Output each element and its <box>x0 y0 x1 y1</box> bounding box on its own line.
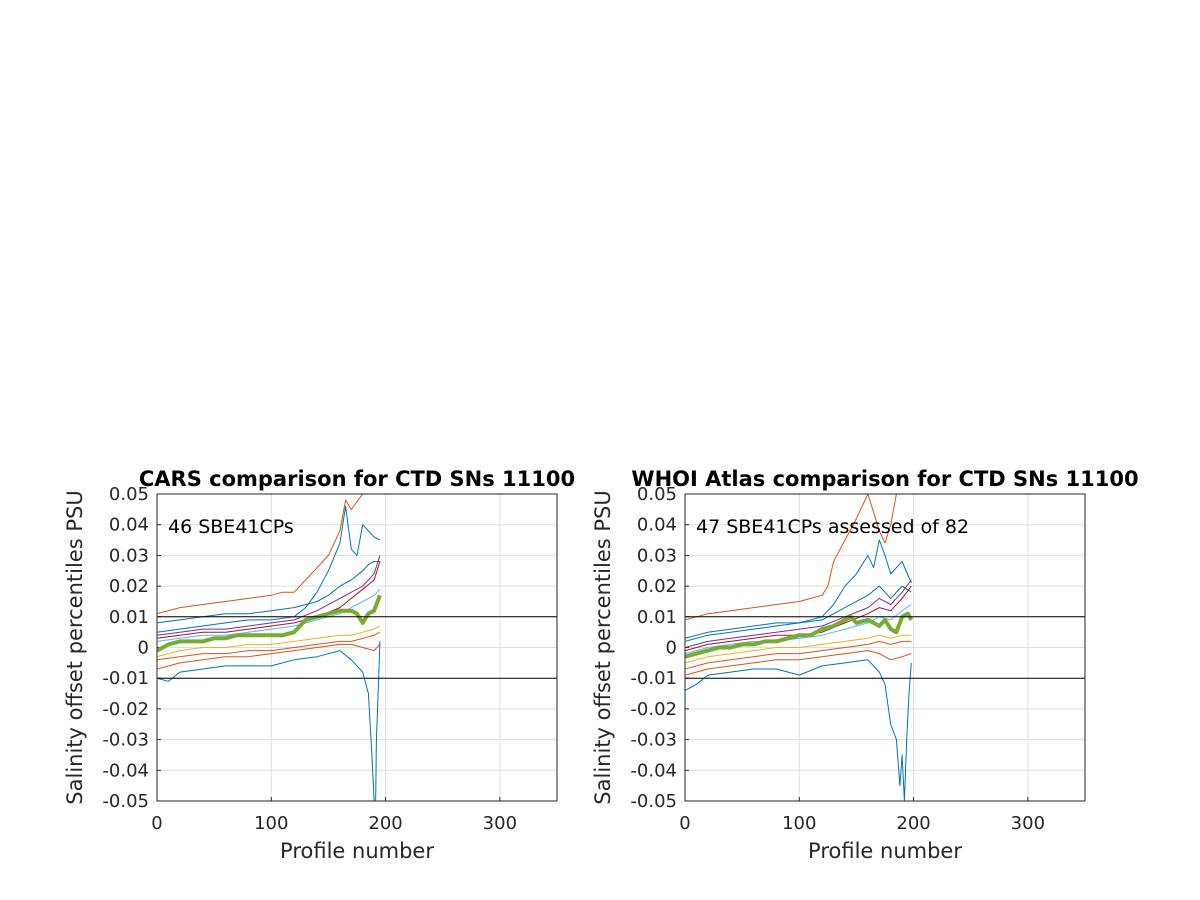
chart-whoi-atlas-comparison: 0 100 200 300 0.05 0.04 0.03 0.02 0.01 0 -0.01 -0.0… <box>591 467 1139 863</box>
series-line <box>157 505 381 633</box>
series-line <box>157 494 364 615</box>
y-tick-label: 0.03 <box>637 545 677 566</box>
x-tick-label: 300 <box>1011 813 1045 834</box>
y-tick-label: 0.02 <box>109 576 149 597</box>
y-tick-label: -0.05 <box>630 791 677 812</box>
series-line <box>685 634 912 664</box>
series-line <box>685 585 912 642</box>
axes-box <box>684 493 1086 802</box>
series-line <box>157 555 381 636</box>
chart-title: WHOI Atlas comparison for CTD SNs 11100 <box>631 467 1138 491</box>
x-axis-label: Profile number <box>280 839 434 863</box>
series-line <box>157 625 381 658</box>
y-tick-label: -0.01 <box>630 668 677 689</box>
y-tick-label: -0.01 <box>102 668 149 689</box>
series-line <box>685 611 914 659</box>
y-tick-label: -0.05 <box>102 791 149 812</box>
x-tick-label: 0 <box>679 813 690 834</box>
series-line <box>157 588 381 642</box>
y-tick-label: -0.03 <box>102 730 149 751</box>
y-tick-label: -0.03 <box>630 730 677 751</box>
y-tick-label: -0.02 <box>102 699 149 720</box>
series-line <box>685 604 912 655</box>
axes-box <box>156 493 558 802</box>
annotation-text: 46 SBE41CPs <box>168 516 294 538</box>
series-line <box>157 561 380 624</box>
y-tick-label: 0.01 <box>637 607 677 628</box>
y-tick-label: 0.02 <box>637 576 677 597</box>
x-axis-label: Profile number <box>808 839 962 863</box>
annotation-text: 47 SBE41CPs assessed of 82 <box>696 516 969 538</box>
x-tick-label: 200 <box>896 813 930 834</box>
series-line <box>157 631 381 661</box>
series-line <box>157 641 381 801</box>
series-line <box>685 585 912 652</box>
y-tick-label: 0 <box>666 638 677 659</box>
y-axis-label: Salinity offset percentiles PSU <box>591 490 615 804</box>
series-line <box>157 594 382 653</box>
series-line <box>685 640 912 670</box>
y-tick-label: 0.04 <box>109 515 149 536</box>
x-tick-label: 300 <box>483 813 517 834</box>
y-tick-label: -0.02 <box>630 699 677 720</box>
y-tick-label: 0.05 <box>109 484 149 505</box>
y-tick-label: 0.03 <box>109 545 149 566</box>
series-line <box>157 643 381 670</box>
y-axis-label: Salinity offset percentiles PSU <box>63 490 87 804</box>
series-line <box>685 579 912 648</box>
series-line <box>685 659 912 801</box>
series-group <box>685 494 914 801</box>
x-tick-label: 200 <box>368 813 402 834</box>
x-tick-label: 100 <box>782 813 816 834</box>
y-tick-label: 0.01 <box>109 607 149 628</box>
x-tick-label: 100 <box>254 813 288 834</box>
x-tick-label: 0 <box>151 813 162 834</box>
y-tick-label: -0.04 <box>102 760 149 781</box>
series-line <box>685 539 912 639</box>
y-tick-label: 0.04 <box>637 515 677 536</box>
series-line <box>685 494 912 621</box>
y-tick-label: -0.04 <box>630 760 677 781</box>
y-tick-label: 0.05 <box>637 484 677 505</box>
chart-title: CARS comparison for CTD SNs 11100 <box>139 467 575 491</box>
series-group <box>157 494 382 801</box>
chart-cars-comparison: 0 100 200 300 0.05 0.04 0.03 0.02 0.01 0 -0.01 -0.0… <box>63 467 575 863</box>
y-tick-label: 0 <box>138 638 149 659</box>
series-line <box>685 650 912 676</box>
series-line <box>157 561 381 639</box>
